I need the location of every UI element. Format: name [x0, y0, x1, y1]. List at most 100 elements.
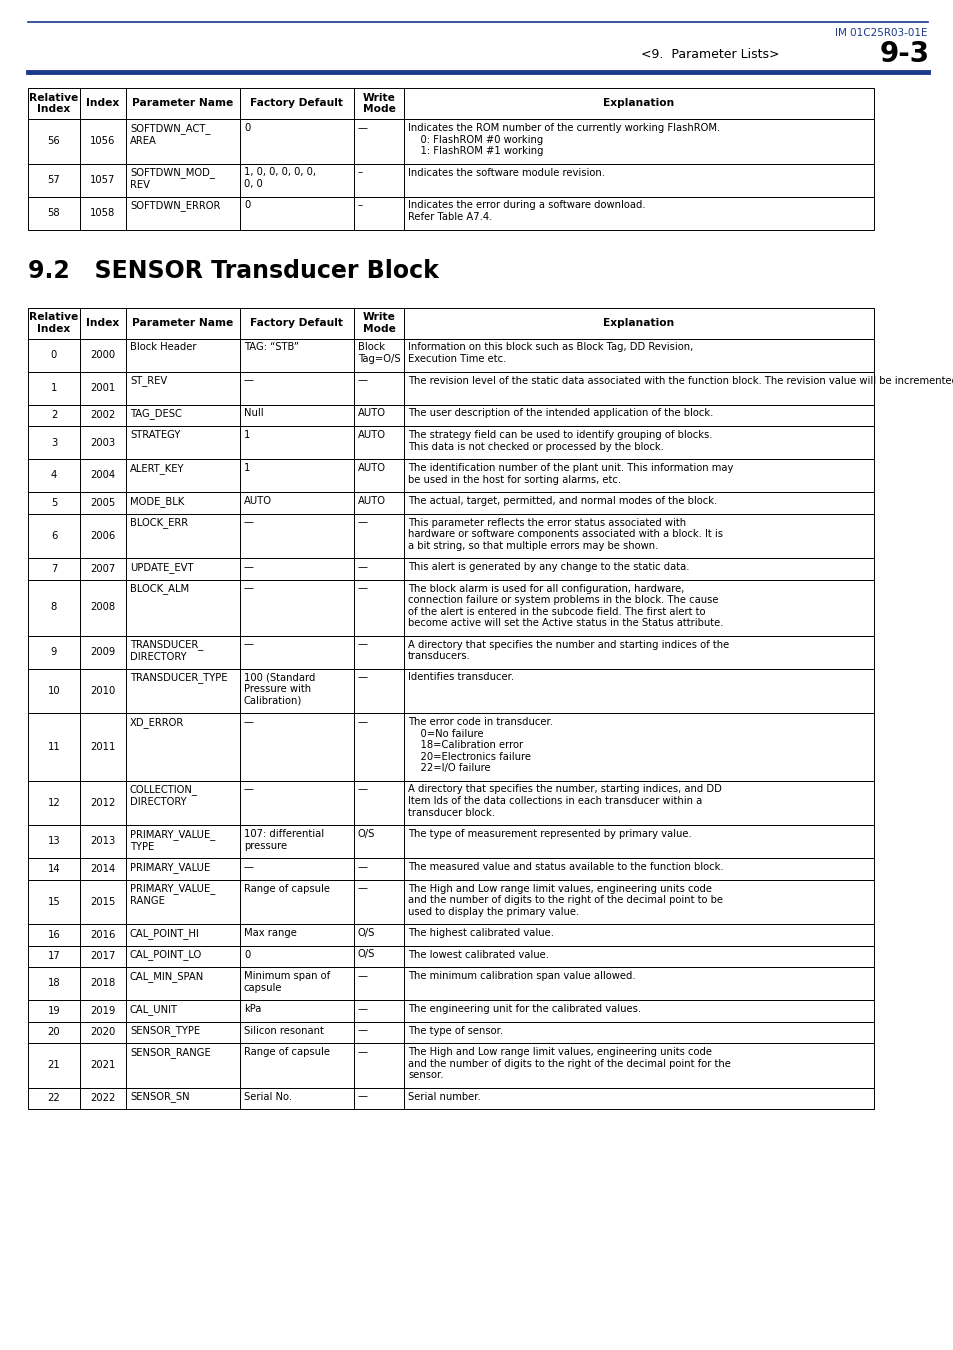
Bar	[28, 459, 80, 491]
Bar	[126, 163, 240, 197]
Text: Range of capsule: Range of capsule	[244, 883, 330, 894]
Text: 0: 0	[244, 949, 250, 960]
Bar	[354, 1000, 403, 1022]
Text: —: —	[357, 640, 368, 649]
Text: Identifies transducer.: Identifies transducer.	[408, 672, 514, 683]
Text: 17: 17	[48, 952, 60, 961]
Text: The actual, target, permitted, and normal modes of the block.: The actual, target, permitted, and norma…	[408, 495, 717, 506]
Text: 2014: 2014	[91, 864, 115, 873]
Text: 4: 4	[51, 471, 57, 481]
Bar	[28, 427, 80, 459]
Bar	[80, 859, 126, 879]
Bar	[126, 879, 240, 923]
Bar	[403, 88, 873, 119]
Text: 2: 2	[51, 410, 57, 420]
Bar	[28, 923, 80, 945]
Bar	[28, 371, 80, 405]
Text: The High and Low range limit values, engineering units code
and the number of di: The High and Low range limit values, eng…	[408, 883, 722, 917]
Bar	[80, 879, 126, 923]
Bar	[28, 1000, 80, 1022]
Text: The type of sensor.: The type of sensor.	[408, 1026, 502, 1035]
Bar	[126, 197, 240, 230]
Text: SOFTDWN_MOD_
REV: SOFTDWN_MOD_ REV	[130, 167, 214, 190]
Bar	[28, 1088, 80, 1108]
Text: —: —	[357, 517, 368, 528]
Bar	[80, 945, 126, 967]
Text: —: —	[357, 583, 368, 594]
Text: PRIMARY_VALUE_
TYPE: PRIMARY_VALUE_ TYPE	[130, 829, 215, 852]
Text: CAL_MIN_SPAN: CAL_MIN_SPAN	[130, 971, 204, 981]
Text: 0: 0	[244, 201, 250, 211]
Bar	[240, 513, 354, 558]
Text: 100 (Standard
Pressure with
Calibration): 100 (Standard Pressure with Calibration)	[244, 672, 315, 706]
Text: 2008: 2008	[91, 602, 115, 613]
Bar	[240, 668, 354, 713]
Bar	[80, 1044, 126, 1088]
Bar	[240, 1022, 354, 1044]
Text: 57: 57	[48, 176, 60, 185]
Text: The High and Low range limit values, engineering units code
and the number of di: The High and Low range limit values, eng…	[408, 1048, 730, 1080]
Text: Serial No.: Serial No.	[244, 1092, 292, 1102]
Text: —: —	[244, 863, 253, 872]
Bar	[354, 579, 403, 636]
Text: Serial number.: Serial number.	[408, 1092, 480, 1102]
Text: Indicates the error during a software download.
Refer Table A7.4.: Indicates the error during a software do…	[408, 201, 645, 223]
Bar	[80, 197, 126, 230]
Text: 1: 1	[244, 431, 250, 440]
Bar	[80, 967, 126, 1000]
Bar	[28, 88, 80, 119]
Bar	[354, 427, 403, 459]
Bar	[354, 163, 403, 197]
Text: 13: 13	[48, 837, 60, 846]
Bar	[403, 668, 873, 713]
Text: 6: 6	[51, 531, 57, 541]
Text: XD_ERROR: XD_ERROR	[130, 717, 184, 728]
Bar	[240, 1044, 354, 1088]
Bar	[80, 825, 126, 859]
Bar	[126, 308, 240, 339]
Bar	[240, 713, 354, 780]
Text: Index: Index	[87, 99, 119, 108]
Text: Parameter Name: Parameter Name	[132, 99, 233, 108]
Text: TRANSDUCER_TYPE: TRANSDUCER_TYPE	[130, 672, 227, 683]
Bar	[80, 668, 126, 713]
Bar	[28, 491, 80, 513]
Text: –: –	[357, 201, 363, 211]
Text: IM 01C25R03-01E: IM 01C25R03-01E	[835, 28, 927, 38]
Bar	[126, 579, 240, 636]
Bar	[28, 558, 80, 579]
Text: Indicates the ROM number of the currently working FlashROM.
    0: FlashROM #0 w: Indicates the ROM number of the currentl…	[408, 123, 720, 157]
Bar	[28, 668, 80, 713]
Bar	[354, 88, 403, 119]
Text: 2022: 2022	[91, 1094, 115, 1103]
Text: Write
Mode: Write Mode	[362, 93, 395, 115]
Text: The user description of the intended application of the block.: The user description of the intended app…	[408, 409, 713, 418]
Bar	[80, 923, 126, 945]
Text: BLOCK_ALM: BLOCK_ALM	[130, 583, 189, 594]
Text: This alert is generated by any change to the static data.: This alert is generated by any change to…	[408, 562, 689, 572]
Bar	[240, 119, 354, 163]
Text: 2017: 2017	[91, 952, 115, 961]
Text: —: —	[357, 672, 368, 683]
Bar	[403, 1000, 873, 1022]
Text: —: —	[357, 1092, 368, 1102]
Bar	[240, 879, 354, 923]
Bar	[28, 405, 80, 427]
Bar	[28, 308, 80, 339]
Text: PRIMARY_VALUE_
RANGE: PRIMARY_VALUE_ RANGE	[130, 883, 215, 906]
Text: AUTO: AUTO	[357, 409, 386, 418]
Text: —: —	[357, 375, 368, 386]
Text: 107: differential
pressure: 107: differential pressure	[244, 829, 324, 850]
Text: Range of capsule: Range of capsule	[244, 1048, 330, 1057]
Text: —: —	[357, 1026, 368, 1035]
Text: TAG: “STB”: TAG: “STB”	[244, 343, 298, 352]
Bar	[28, 1044, 80, 1088]
Text: The error code in transducer.
    0=No failure
    18=Calibration error
    20=E: The error code in transducer. 0=No failu…	[408, 717, 553, 774]
Bar	[80, 88, 126, 119]
Bar	[126, 636, 240, 668]
Bar	[240, 308, 354, 339]
Text: 2002: 2002	[91, 410, 115, 420]
Bar	[80, 405, 126, 427]
Text: O/S: O/S	[357, 927, 375, 938]
Text: 1: 1	[51, 383, 57, 393]
